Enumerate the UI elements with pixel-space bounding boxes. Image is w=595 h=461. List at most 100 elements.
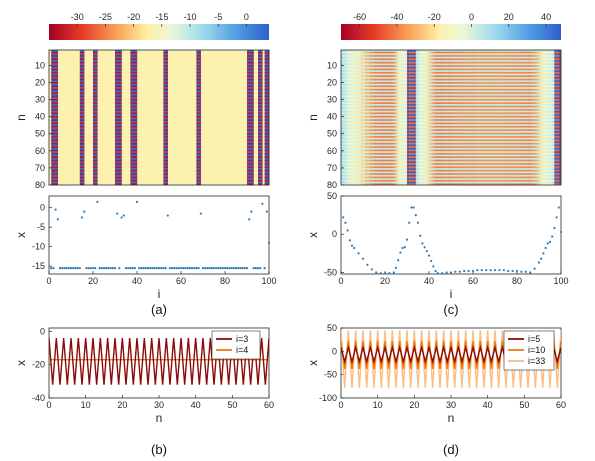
heatmap-cell (393, 55, 397, 57)
heatmap-cell (360, 152, 364, 155)
heatmap-cell (163, 120, 166, 123)
heatmap-cell (358, 97, 361, 100)
heatmap-cell (247, 90, 250, 93)
heatmap-cell (51, 129, 54, 132)
heatmap-cell (341, 179, 344, 182)
heatmap-cell (258, 80, 261, 83)
heatmap-cell (411, 53, 414, 56)
heatmap-cell (163, 173, 166, 176)
heatmap-cell (380, 169, 383, 172)
heatmap-cell (382, 87, 386, 90)
heatmap-cell (117, 114, 120, 117)
heatmap-cell (352, 71, 355, 74)
heatmap-cell (196, 65, 199, 68)
heatmap-cell (347, 136, 350, 138)
y-tick-label: 80 (35, 180, 45, 190)
heatmap-cell (93, 179, 96, 182)
heatmap-cell (79, 179, 83, 182)
heatmap-cell (55, 129, 58, 132)
heatmap-cell (343, 58, 346, 61)
heatmap-cell (358, 156, 361, 159)
heatmap-cell (374, 58, 377, 61)
heatmap-cell (53, 87, 56, 90)
heatmap-cell (51, 102, 54, 105)
heatmap-cell (418, 136, 421, 138)
heatmap-cell (266, 161, 270, 164)
heatmap-cell (393, 163, 397, 165)
heatmap-cell (258, 73, 261, 76)
heatmap-cell (413, 60, 416, 63)
heatmap-cell (82, 156, 85, 159)
heatmap-cell (341, 178, 344, 181)
heatmap-cell (247, 164, 250, 167)
heatmap-cell (115, 115, 118, 118)
heatmap-cell (378, 60, 381, 63)
heatmap-cell (119, 168, 122, 171)
heatmap-cell (418, 119, 421, 122)
heatmap-cell (391, 161, 394, 164)
heatmap-cell (420, 176, 423, 179)
heatmap-cell (55, 166, 58, 169)
heatmap-cell (95, 137, 98, 140)
heatmap-cell (349, 176, 353, 179)
heatmap-cell (407, 66, 410, 69)
heatmap-cell (266, 55, 270, 57)
heatmap-cell (365, 71, 368, 74)
heatmap-cell (260, 61, 263, 64)
heatmap-cell (409, 58, 412, 61)
heatmap-cell (134, 112, 138, 115)
heatmap-cell (258, 159, 261, 162)
heatmap-cell (391, 75, 394, 78)
heatmap-cell (374, 151, 377, 154)
heatmap-cell (396, 80, 399, 83)
heatmap-cell (117, 152, 120, 155)
heatmap-cell (79, 117, 83, 120)
heatmap-cell (374, 66, 377, 69)
heatmap-cell (247, 78, 250, 81)
heatmap-cell (119, 142, 122, 145)
heatmap-cell (51, 158, 54, 160)
heatmap-cell (79, 70, 83, 73)
heatmap-cell (369, 159, 372, 162)
heatmap-cell (391, 109, 394, 111)
heatmap-cell (258, 105, 261, 108)
heatmap-cell (363, 75, 366, 78)
heatmap-cell (53, 61, 56, 64)
heatmap-cell (371, 137, 375, 140)
heatmap-cell (93, 131, 96, 133)
heatmap-cell (266, 110, 270, 113)
heatmap-cell (117, 119, 120, 122)
heatmap-cell (367, 50, 370, 52)
heatmap-cell (343, 146, 346, 149)
heatmap-cell (349, 125, 353, 128)
heatmap-cell (380, 151, 383, 154)
heatmap-cell (55, 169, 58, 172)
heatmap-cell (363, 85, 366, 88)
heatmap-cell (371, 110, 375, 113)
heatmap-cell (198, 56, 201, 59)
heatmap-cell (264, 168, 267, 171)
heatmap-cell (119, 88, 122, 91)
heatmap-cell (352, 87, 355, 90)
heatmap-cell (163, 163, 166, 165)
heatmap-cell (400, 127, 403, 130)
heatmap-cell (380, 56, 383, 59)
heatmap-cell (354, 87, 357, 90)
heatmap-cell (266, 134, 270, 137)
heatmap-cell (130, 88, 133, 91)
heatmap-cell (393, 137, 397, 140)
heatmap-cell (378, 117, 381, 120)
heatmap-cell (422, 61, 425, 64)
heatmap-cell (258, 56, 261, 59)
heatmap-cell (347, 127, 350, 130)
heatmap-cell (349, 70, 353, 73)
heatmap-cell (360, 146, 364, 149)
heatmap-cell (119, 102, 122, 105)
heatmap-cell (163, 55, 166, 57)
heatmap-cell (404, 127, 408, 130)
heatmap-cell (345, 156, 348, 159)
heatmap-cell (341, 56, 344, 59)
heatmap-cell (356, 178, 359, 181)
heatmap-cell (365, 168, 368, 171)
heatmap-cell (380, 142, 383, 145)
